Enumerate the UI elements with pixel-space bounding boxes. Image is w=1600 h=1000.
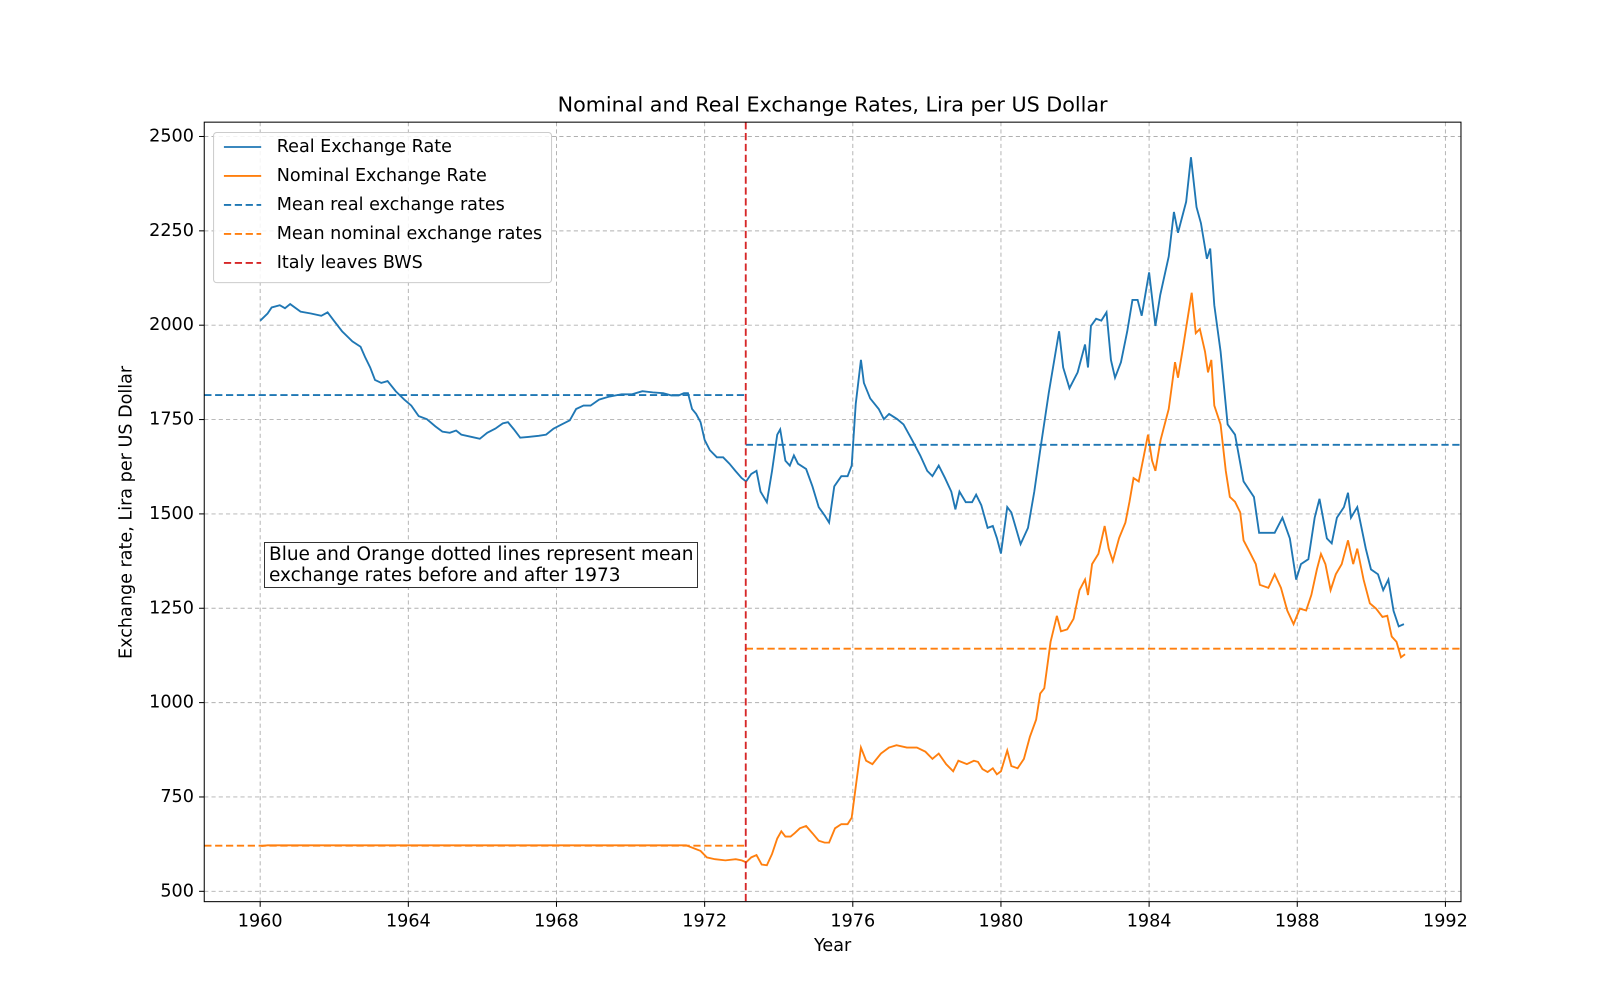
- legend-label: Nominal Exchange Rate: [277, 166, 487, 186]
- legend-label: Real Exchange Rate: [277, 137, 452, 157]
- series-line: [261, 292, 1406, 867]
- y-tick-label: 2250: [149, 221, 194, 241]
- y-tick-label: 1750: [149, 410, 194, 430]
- chart-title: Nominal and Real Exchange Rates, Lira pe…: [558, 93, 1108, 117]
- x-tick-label: 1960: [238, 911, 283, 931]
- x-tick-label: 1992: [1423, 911, 1468, 931]
- series-line: [259, 157, 1405, 628]
- y-tick-label: 750: [160, 787, 194, 807]
- x-tick-label: 1968: [534, 911, 579, 931]
- x-axis-label: Year: [813, 936, 852, 956]
- y-tick-label: 1000: [149, 693, 194, 713]
- x-tick-label: 1984: [1127, 911, 1172, 931]
- mean-line: [204, 394, 1461, 446]
- plot-frame: [203, 121, 1462, 903]
- y-tick-label: 2000: [149, 315, 194, 335]
- x-tick-label: 1964: [386, 911, 431, 931]
- y-tick-label: 500: [160, 881, 194, 901]
- y-tick-label: 2500: [149, 126, 194, 146]
- x-tick-label: 1972: [682, 911, 727, 931]
- y-tick-label: 1250: [149, 598, 194, 618]
- legend-box: [213, 131, 553, 284]
- mean-line: [204, 647, 1461, 847]
- y-axis-label: Exchange rate, Lira per US Dollar: [117, 365, 137, 659]
- legend: Real Exchange Rate Nominal Exchange Rate M…: [213, 131, 553, 284]
- legend-label: Mean nominal exchange rates: [277, 224, 543, 244]
- legend-label: Italy leaves BWS: [277, 253, 423, 273]
- y-tick-label: 1500: [149, 504, 194, 524]
- x-tick-label: 1988: [1275, 911, 1320, 931]
- x-tick-label: 1976: [830, 911, 875, 931]
- annotation: Blue and Orange dotted lines represent m…: [264, 542, 699, 588]
- x-tick-label: 1980: [979, 911, 1024, 931]
- legend-label: Mean real exchange rates: [277, 195, 505, 215]
